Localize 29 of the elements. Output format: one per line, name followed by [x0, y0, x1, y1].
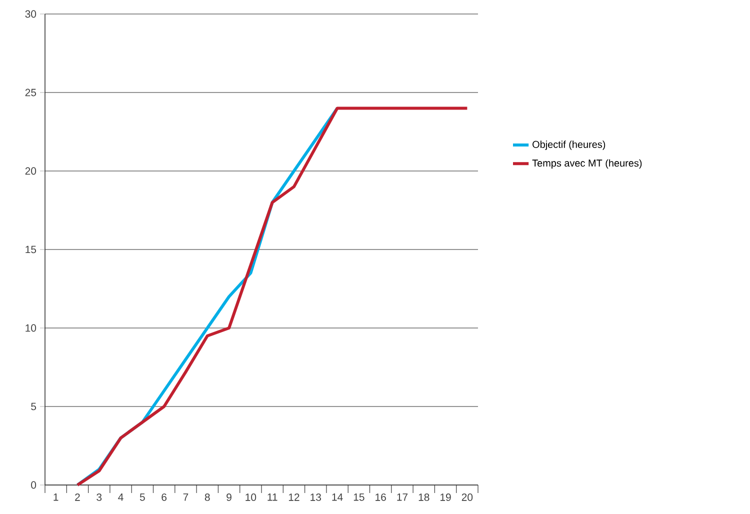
x-tick-label: 8 [204, 494, 210, 501]
y-tick-label: 5 [31, 402, 36, 410]
x-tick-label: 1 [54, 494, 58, 501]
x-tick-label: 9 [226, 494, 232, 501]
x-tick-label: 19 [440, 494, 451, 501]
x-tick-label: 3 [96, 494, 102, 501]
x-tick-label: 14 [332, 494, 343, 501]
x-tick-label: 18 [418, 494, 430, 501]
x-tick-label: 10 [246, 494, 256, 501]
y-tick-label: 30 [25, 10, 36, 18]
y-tick-label: 0 [31, 481, 36, 489]
x-tick-label: 11 [268, 494, 278, 501]
x-tick-label: 13 [310, 494, 321, 501]
x-tick-label: 7 [183, 494, 188, 501]
x-tick-label: 5 [140, 494, 145, 501]
x-tick-label: 20 [462, 494, 473, 501]
y-tick-label: 20 [25, 167, 36, 175]
x-tick-label: 16 [376, 494, 386, 501]
x-tick-label: 2 [75, 494, 80, 501]
y-tick-label: 10 [26, 324, 36, 332]
legend-label: Objectif (heures) [532, 140, 606, 150]
x-tick-label: 12 [288, 494, 300, 501]
x-tick-label: 4 [118, 494, 124, 501]
x-tick-label: 17 [397, 494, 408, 501]
x-tick-label: 6 [162, 494, 167, 501]
y-tick-label: 15 [26, 246, 36, 254]
x-tick-label: 15 [354, 494, 364, 501]
y-tick-label: 25 [25, 88, 36, 96]
legend-label: Temps avec MT (heures) [532, 159, 642, 169]
